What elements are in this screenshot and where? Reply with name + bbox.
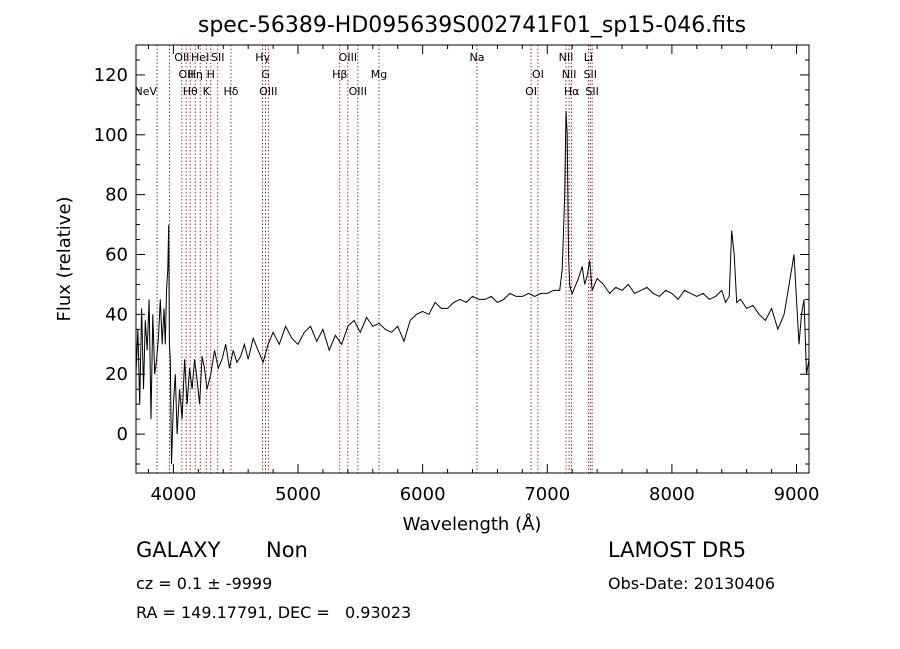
y-tick-label: 20 [105,364,128,385]
y-tick-label: 60 [105,245,128,266]
emission-line-label-17: Mg [371,68,387,81]
spectrum-line [135,110,810,465]
emission-line-label-16: OIII [349,85,367,98]
emission-line-label-20: OI [532,68,544,81]
emission-line-label-14: Hβ [332,68,347,81]
object-subclass: Non [266,538,308,562]
emission-line-label-13: OIII [259,85,277,98]
emission-line-label-24: Li [584,51,593,64]
emission-line-label-10: Hδ [223,85,238,98]
emission-line-label-26: SII [585,85,598,98]
emission-line-label-0: NeV [135,85,158,98]
obs-date: Obs-Date: 20130406 [608,574,776,593]
x-tick-label: 9000 [774,484,820,505]
emission-line-label-19: OI [525,85,537,98]
x-tick-label: 4000 [150,484,196,505]
emission-line-label-4: Hθ [183,85,198,98]
emission-line-label-25: SII [584,68,597,81]
plot-frame [135,44,810,474]
y-tick-label: 80 [105,185,128,206]
emission-line-label-15: OIII [339,51,357,64]
y-axis: 0 20 40 60 80 100 120 [94,44,809,465]
x-axis: 4000 5000 6000 7000 8000 9000 [147,45,820,505]
emission-line-label-21: NII [559,51,574,64]
emission-line-label-18: Na [469,51,484,64]
emission-line-label-8: H [207,68,215,81]
y-tick-label: 40 [105,304,128,325]
chart-title: spec-56389-HD095639S002741F01_sp15-046.f… [198,13,746,38]
emission-line-label-12: G [261,68,270,81]
x-tick-label: 6000 [400,484,446,505]
x-axis-label: Wavelength (Å) [403,513,542,535]
emission-line-label-7: K [203,85,211,98]
emission-line-label-2: OII [174,51,189,64]
emission-line-label-22: NII [562,68,577,81]
x-tick-label: 5000 [275,484,321,505]
emission-line-label-5: Hη [188,68,203,81]
emission-line-label-23: Hα [564,85,580,98]
y-tick-label: 120 [94,65,128,86]
x-tick-label: 7000 [524,484,570,505]
y-axis-label: Flux (relative) [54,196,75,321]
emission-line-markers: NeVOIIOIIHθHηHeIKHSIIHδHγGOIIIHβOIIIOIII… [135,45,599,473]
redshift-readout: cz = 0.1 ± -9999 [136,574,273,593]
ra-dec-readout: RA = 149.17791, DEC = 0.93023 [136,603,412,622]
emission-line-label-6: HeI [191,51,209,64]
emission-line-label-11: Hγ [255,51,270,64]
y-tick-label: 0 [117,424,128,445]
y-tick-label: 100 [94,125,128,146]
x-tick-label: 8000 [649,484,695,505]
emission-line-label-9: SII [211,51,224,64]
object-type: GALAXY [136,538,221,562]
survey-name: LAMOST DR5 [608,538,747,562]
